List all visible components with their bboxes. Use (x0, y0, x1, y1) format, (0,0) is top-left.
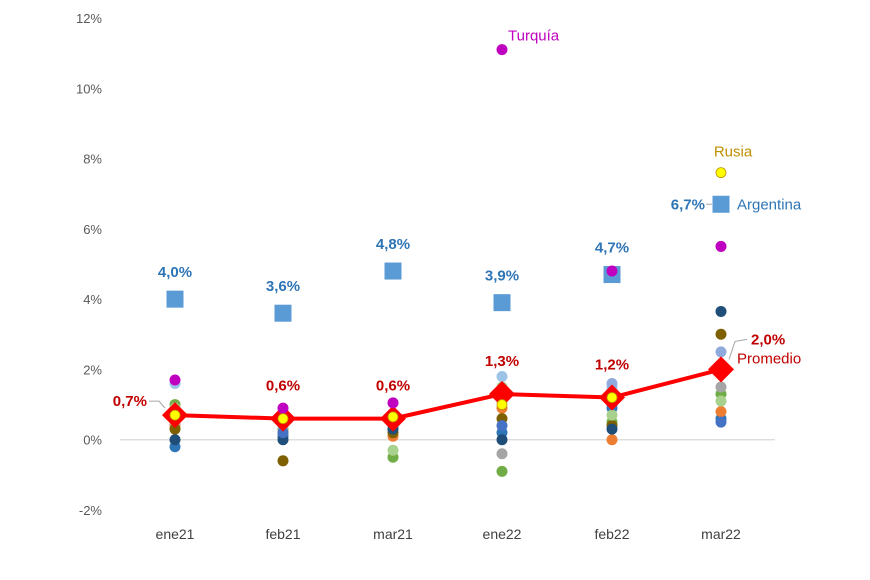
promedio-name-label: Promedio (737, 350, 801, 367)
y-tick-label: 4% (83, 292, 102, 307)
country-point (715, 406, 727, 418)
x-tick-label: mar21 (373, 526, 413, 542)
rusia-name-label: Rusia (714, 144, 753, 161)
country-point (715, 381, 727, 393)
argentina-square (274, 304, 292, 322)
x-tick-label: mar22 (701, 526, 741, 542)
country-point (606, 434, 618, 446)
country-point (715, 416, 727, 428)
argentina-value-label: 6,7% (671, 196, 705, 213)
promedio-value-label: 0,7% (113, 393, 147, 410)
promedio-line (174, 367, 722, 421)
argentina-value-label: 3,9% (485, 268, 519, 285)
x-tick-label: ene21 (156, 526, 195, 542)
highlight-points (169, 44, 727, 425)
y-tick-label: -2% (79, 503, 103, 518)
country-point (496, 420, 508, 432)
country-point (606, 377, 618, 389)
country-point (169, 423, 181, 435)
turquia-point (496, 44, 508, 56)
argentina-square (493, 294, 511, 312)
promedio-value-label: 0,6% (376, 378, 410, 395)
x-tick-label: ene22 (483, 526, 522, 542)
y-tick-label: 10% (76, 81, 102, 96)
rusia-point (606, 392, 618, 403)
x-axis-ticks: ene21 feb21 mar21 ene22 feb22 mar22 (156, 526, 742, 542)
promedio-series (162, 356, 734, 432)
turquia-point (169, 374, 181, 386)
y-tick-label: 2% (83, 362, 102, 377)
turquia-point (606, 265, 618, 277)
turquia-point (387, 397, 399, 409)
country-point (169, 434, 181, 446)
argentina-value-label: 4,8% (376, 236, 410, 253)
y-tick-label: 8% (83, 152, 102, 167)
argentina-value-label: 4,7% (595, 240, 629, 257)
argentina-square (384, 262, 402, 280)
promedio-diamond (489, 381, 515, 408)
country-point (496, 434, 508, 446)
y-axis-ticks: -2% 0% 2% 4% 6% 8% 10% 12% (76, 11, 102, 518)
rusia-point (277, 413, 289, 425)
country-point (606, 409, 618, 421)
country-point (277, 427, 289, 439)
rusia-point (169, 409, 181, 421)
country-point (715, 328, 727, 340)
promedio-value-label: 0,6% (266, 378, 300, 395)
country-point (496, 448, 508, 460)
x-tick-label: feb21 (265, 526, 300, 542)
turquia-point (715, 240, 727, 252)
country-point (715, 346, 727, 358)
country-point (496, 370, 508, 382)
country-point (277, 455, 289, 467)
argentina-square (166, 290, 184, 308)
turquia-name-label: Turquía (508, 28, 560, 45)
y-tick-label: 0% (83, 433, 102, 448)
country-point (715, 395, 727, 407)
country-point (496, 465, 508, 477)
turquia-point (277, 402, 289, 414)
promedio-value-label: 2,0% (751, 331, 785, 348)
argentina-value-label: 3,6% (266, 278, 300, 295)
country-point (606, 423, 618, 435)
rusia-point (387, 411, 399, 423)
argentina-square (712, 195, 730, 213)
rusia-point (715, 167, 727, 179)
y-tick-label: 6% (83, 222, 102, 237)
argentina-name-label: Argentina (737, 196, 802, 213)
rusia-point (496, 399, 508, 410)
y-tick-label: 12% (76, 11, 102, 26)
promedio-diamond (708, 356, 734, 383)
promedio-leader-line (728, 338, 748, 360)
country-point (387, 444, 399, 456)
country-point (715, 305, 727, 317)
data-labels: 4,0% 3,6% 4,8% 3,9% 4,7% 6,7% Argentina 0,7% 0,6… (113, 28, 802, 410)
promedio-value-label: 1,2% (595, 357, 629, 374)
argentina-value-label: 4,0% (158, 264, 192, 281)
promedio-value-label: 1,3% (485, 353, 519, 370)
argentina-series (166, 195, 730, 322)
x-tick-label: feb22 (594, 526, 629, 542)
promedio-leader-line (149, 400, 166, 409)
